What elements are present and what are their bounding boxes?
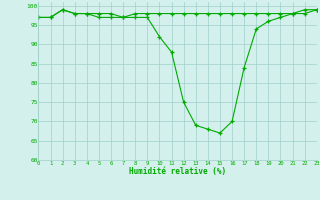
X-axis label: Humidité relative (%): Humidité relative (%) [129, 167, 226, 176]
